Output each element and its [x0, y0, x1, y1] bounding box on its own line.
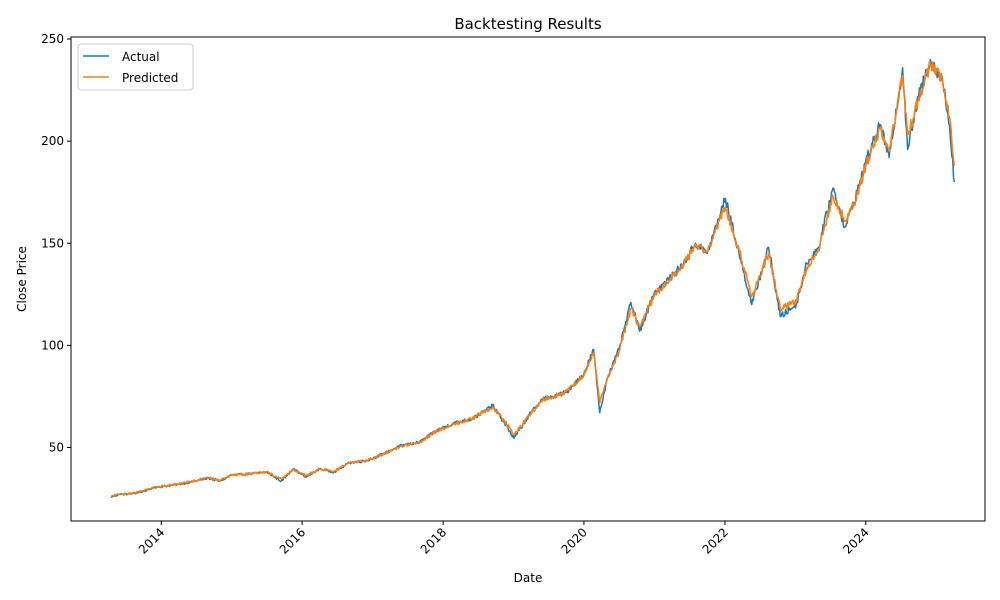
y-tick-label: 150: [41, 236, 64, 250]
chart-title: Backtesting Results: [454, 15, 602, 33]
y-tick-label: 250: [41, 32, 64, 46]
x-axis-title: Date: [514, 571, 543, 585]
legend-label-predicted: Predicted: [122, 71, 178, 85]
y-tick-label: 50: [49, 440, 64, 454]
y-tick-label: 200: [41, 134, 64, 148]
series-line-predicted: [110, 60, 956, 497]
legend: Actual Predicted: [77, 43, 194, 91]
y-axis-title: Close Price: [15, 246, 29, 312]
y-tick-label: 100: [41, 338, 64, 352]
plot-frame: [70, 36, 986, 522]
legend-label-actual: Actual: [122, 50, 160, 64]
y-axis: 50 100 150 200 250: [41, 32, 71, 454]
